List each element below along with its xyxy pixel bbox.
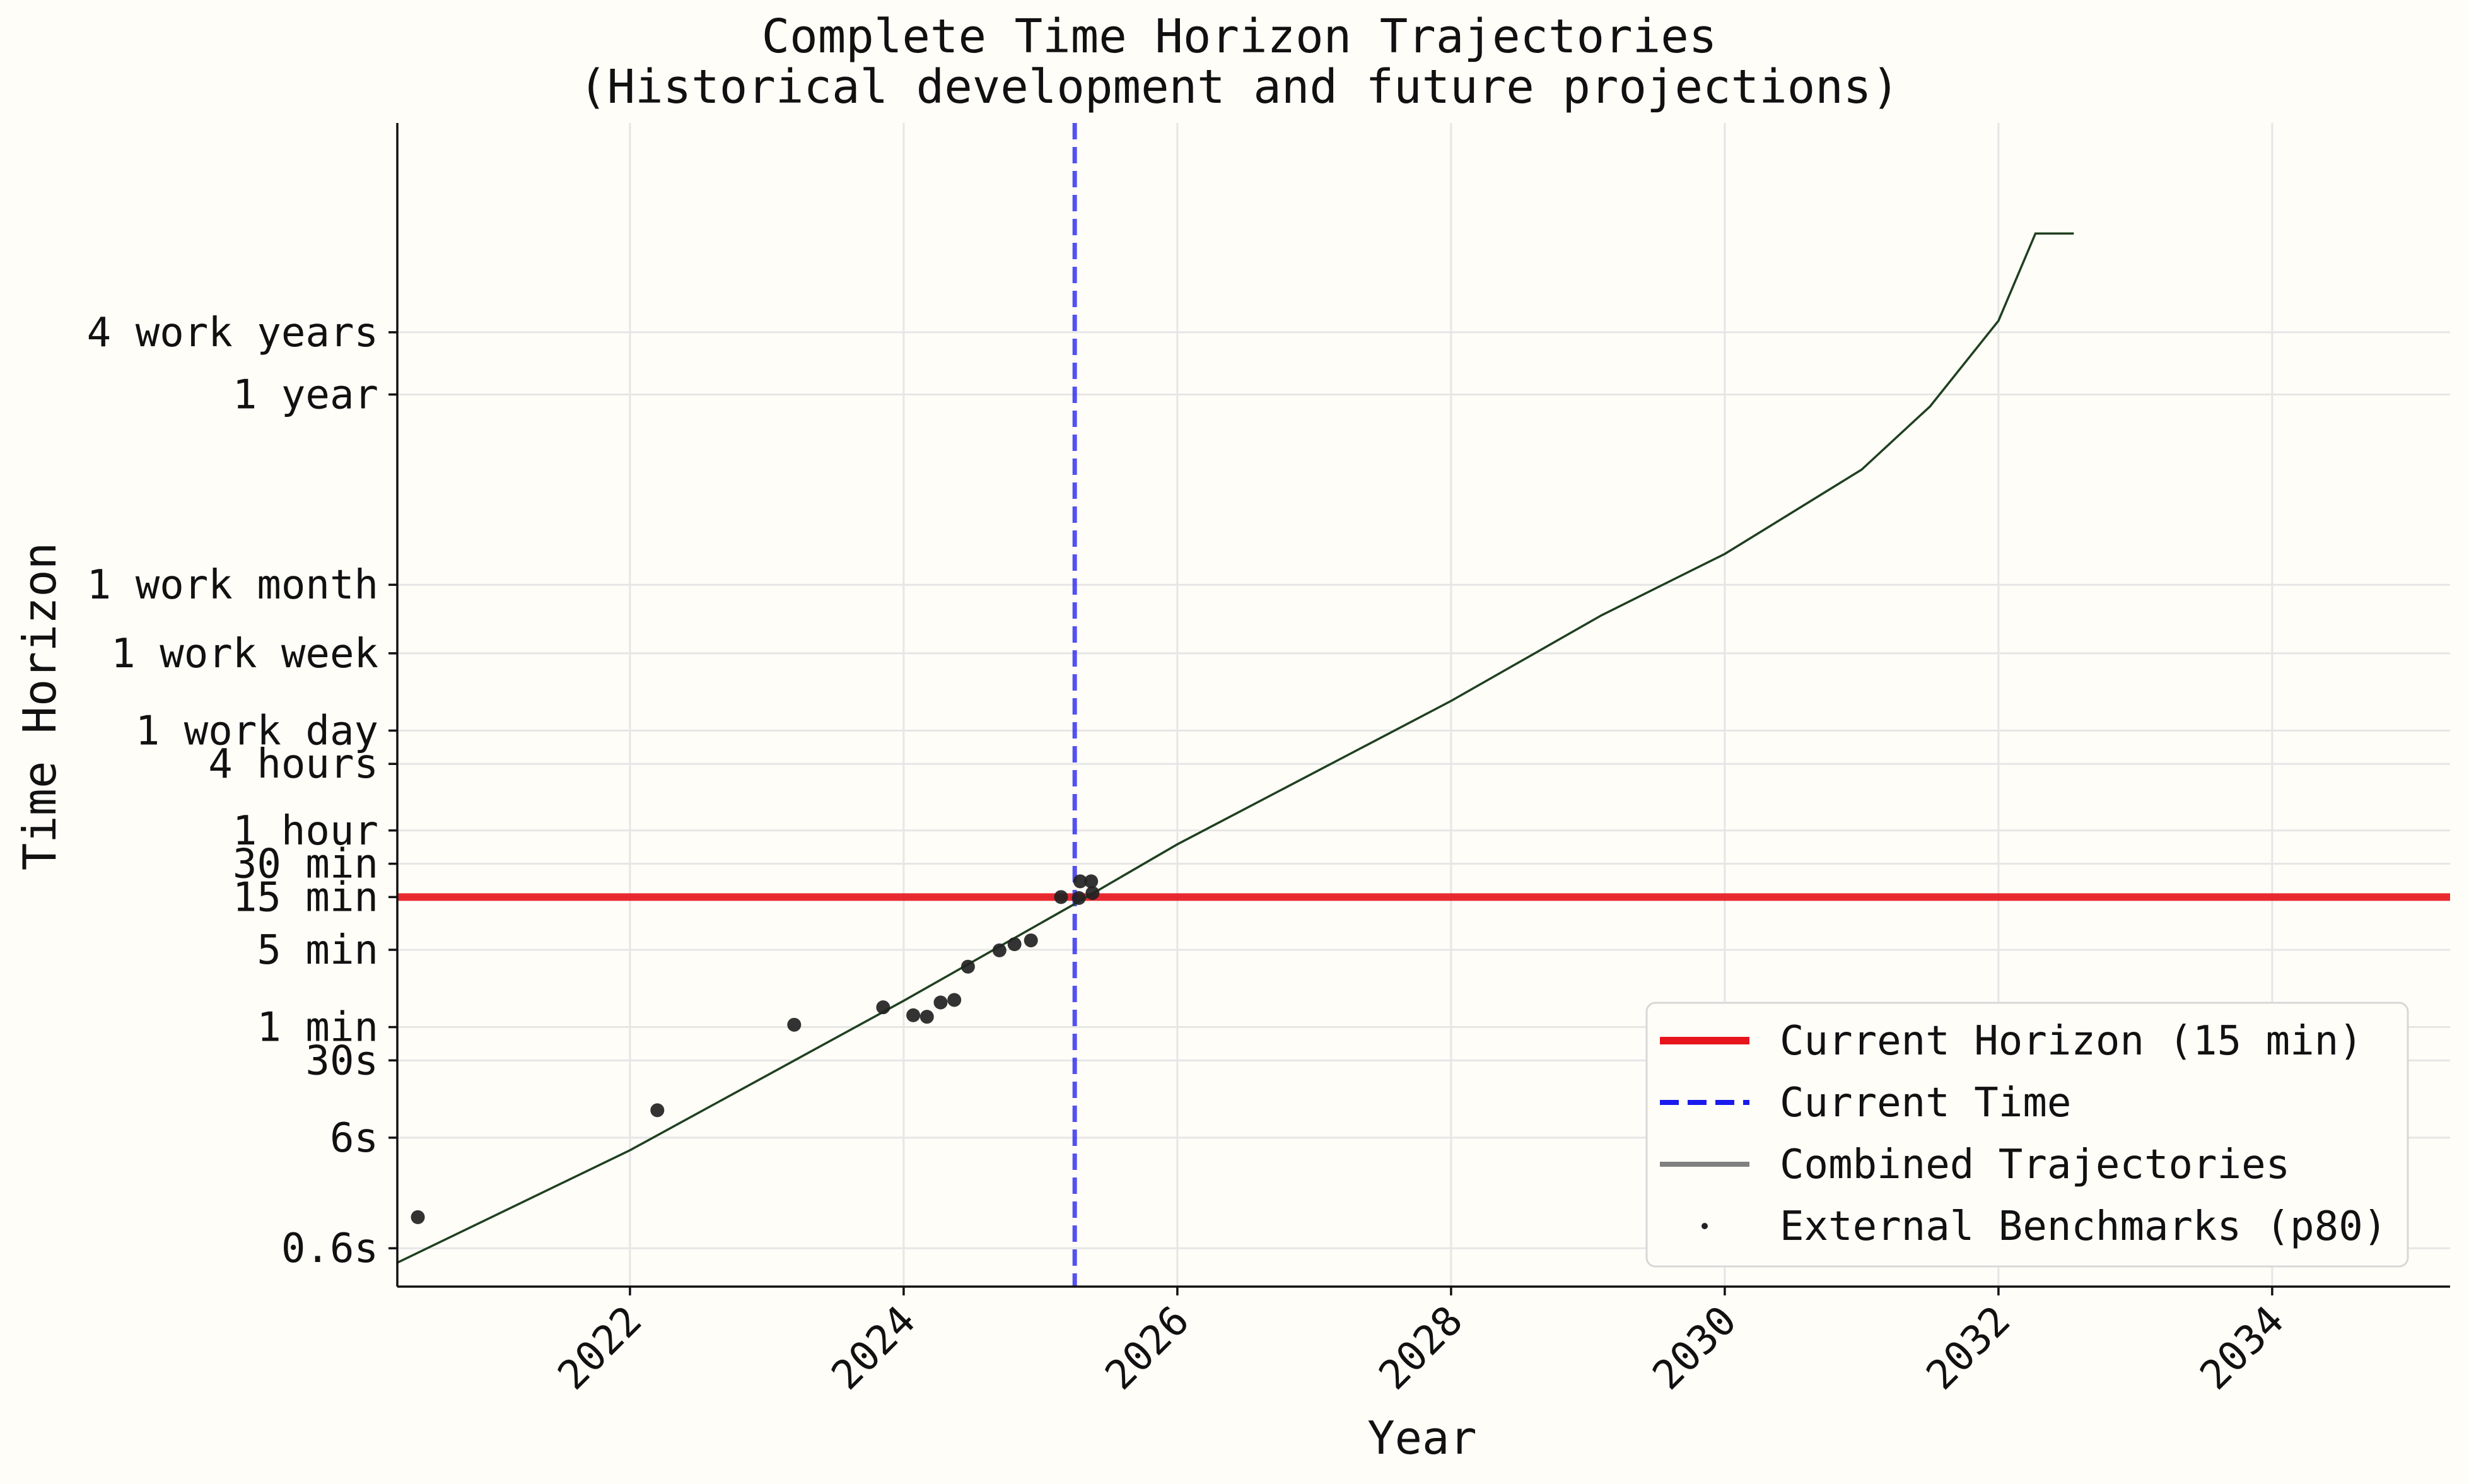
trajectory-layer xyxy=(397,232,2074,1264)
benchmark-points xyxy=(411,874,1100,1224)
benchmark-point xyxy=(1071,891,1086,905)
y-tick-label: 1 hour xyxy=(233,808,378,855)
y-tick-label: 15 min xyxy=(233,874,378,921)
y-tick-label: 1 min xyxy=(257,1005,378,1051)
benchmark-point xyxy=(947,993,962,1007)
benchmark-point xyxy=(906,1008,921,1022)
y-tick-label: 0.6s xyxy=(281,1225,378,1272)
y-tick-label: 1 work week xyxy=(111,631,378,677)
benchmark-point xyxy=(960,959,975,974)
y-tick-label: 1 work day xyxy=(136,708,378,754)
chart-subtitle: (Historical development and future proje… xyxy=(579,60,1900,114)
y-tick-label: 4 work years xyxy=(87,310,378,356)
benchmark-point xyxy=(1024,933,1038,948)
y-tick-label: 30 min xyxy=(233,841,378,888)
benchmark-point xyxy=(992,943,1007,957)
chart-title: Complete Time Horizon Trajectories xyxy=(762,9,1717,64)
reference-lines xyxy=(397,123,2450,1287)
legend-swatch-external-benchmarks xyxy=(1701,1223,1708,1229)
combined-trajectory-line xyxy=(397,232,2074,1264)
benchmark-point xyxy=(1073,874,1087,889)
benchmark-point xyxy=(933,995,948,1010)
axes xyxy=(396,123,2450,1288)
legend-label-current-time: Current Time xyxy=(1780,1080,2071,1126)
benchmark-point xyxy=(1054,890,1068,904)
legend-box xyxy=(1645,1002,2409,1268)
benchmark-point xyxy=(411,1210,425,1224)
legend-label-external-benchmarks: External Benchmarks (p80) xyxy=(1780,1203,2387,1250)
legend: Current Horizon (15 min) Current Time Co… xyxy=(1645,1002,2409,1268)
benchmark-point xyxy=(1084,874,1099,889)
y-tick-label: 4 hours xyxy=(208,741,378,788)
benchmark-point xyxy=(650,1103,665,1118)
benchmark-point xyxy=(876,1000,890,1015)
benchmark-point xyxy=(1007,937,1022,952)
benchmark-point xyxy=(919,1010,934,1024)
legend-label-current-horizon: Current Horizon (15 min) xyxy=(1780,1018,2363,1065)
benchmark-point xyxy=(787,1017,802,1032)
x-axis-label: Year xyxy=(1367,1411,1476,1464)
benchmark-point xyxy=(1085,885,1100,900)
y-tick-label: 6s xyxy=(330,1115,378,1162)
y-tick-label: 5 min xyxy=(257,927,378,974)
y-tick-label: 1 work month xyxy=(87,562,378,609)
y-axis-label: Time Horizon xyxy=(13,542,66,870)
y-tick-label: 30s xyxy=(305,1037,378,1084)
y-tick-label: 1 year xyxy=(233,372,378,419)
legend-label-combined-trajectories: Combined Trajectories xyxy=(1780,1142,2290,1188)
